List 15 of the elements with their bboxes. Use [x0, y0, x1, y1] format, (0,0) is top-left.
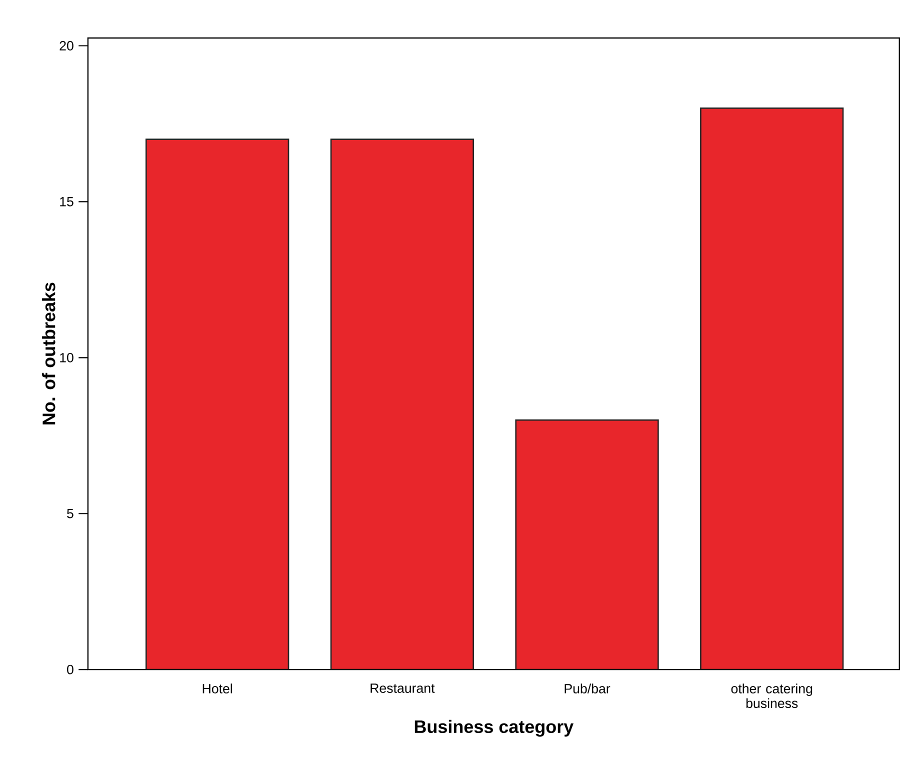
y-tick-label: 20: [60, 41, 74, 51]
bar: [146, 138, 290, 670]
y-tick-label: 0: [67, 665, 74, 675]
x-tick-label: other catering business: [731, 684, 812, 708]
bar: [700, 108, 844, 670]
x-tick-label: Pub/bar: [564, 684, 610, 694]
x-tick-label: Hotel: [202, 684, 232, 694]
y-tick-label: 15: [60, 197, 74, 207]
bar: [331, 140, 474, 670]
bar: [515, 420, 659, 670]
y-tick-label: 10: [60, 353, 74, 363]
x-axis-title: Business category: [414, 720, 574, 737]
x-tick-label: Restaurant: [370, 684, 435, 694]
y-tick-label: 5: [67, 509, 74, 519]
y-axis-title: No. of outbreaks: [42, 282, 56, 425]
